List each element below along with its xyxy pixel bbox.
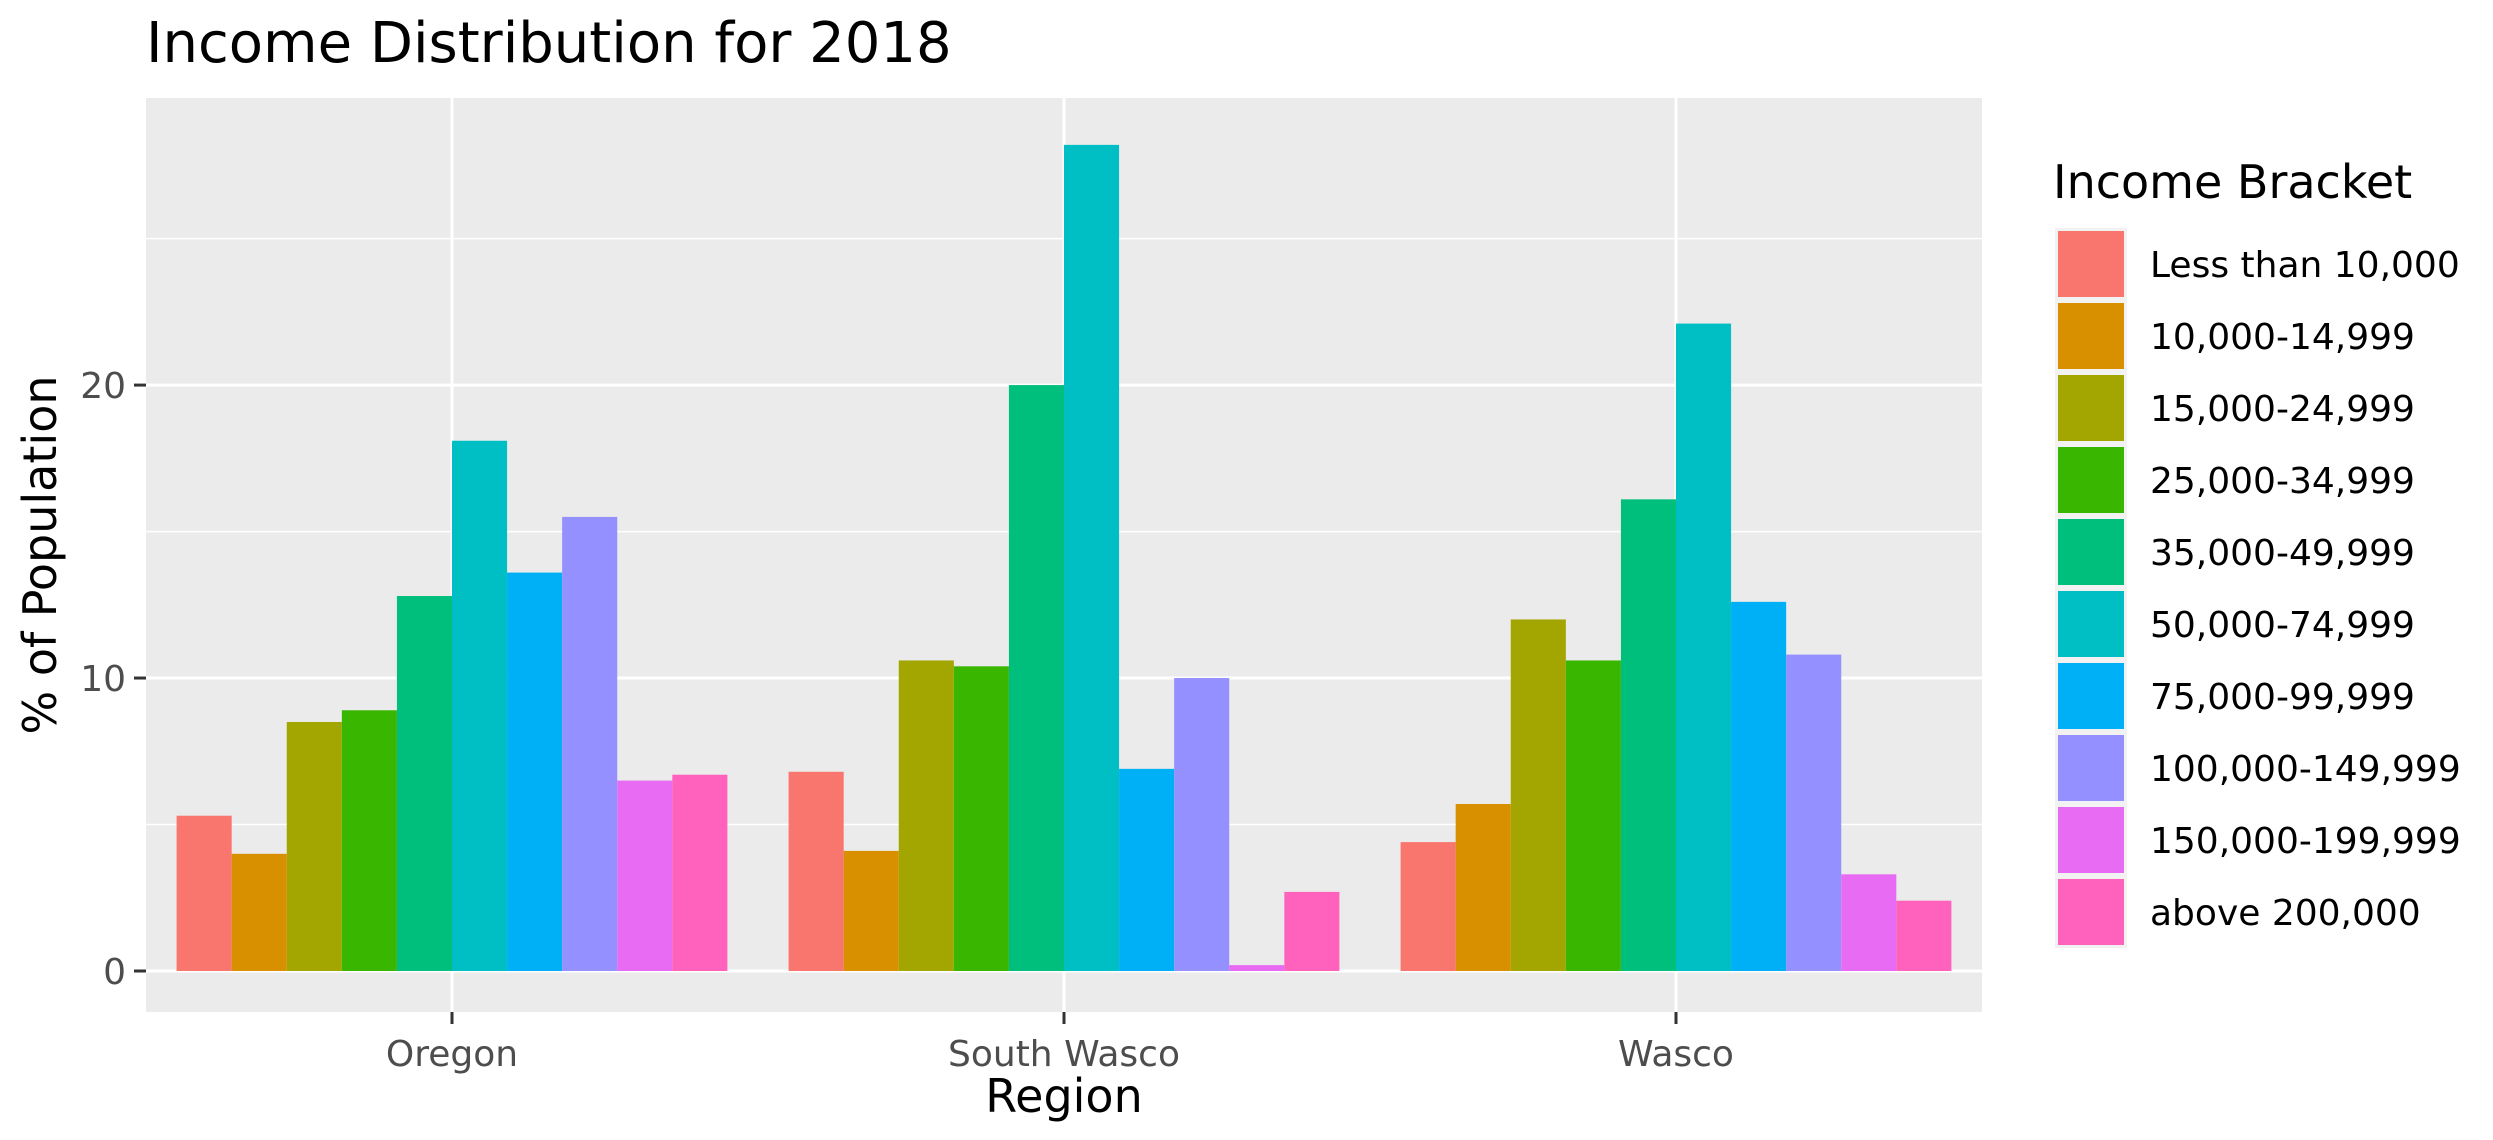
bar [341,710,397,971]
bar [176,815,232,971]
legend-swatch [2058,375,2124,441]
x-tick-label: Oregon [386,1034,518,1075]
legend-label: 100,000-149,999 [2150,749,2461,790]
legend-swatch [2058,879,2124,945]
y-tick-label: 0 [103,952,126,993]
legend-label: 15,000-24,999 [2150,389,2415,430]
bar [1620,499,1676,971]
y-tick-label: 10 [80,659,126,700]
legend-swatch [2058,447,2124,513]
legend-swatch [2058,663,2124,729]
x-axis: Oregon South Wasco Wasco [386,1012,1734,1075]
bar [1064,144,1120,971]
legend-swatch [2058,303,2124,369]
legend-swatch [2058,231,2124,297]
legend-label: 10,000-14,999 [2150,317,2415,358]
bar [231,853,287,971]
legend-swatch [2058,591,2124,657]
bar [953,666,1009,971]
legend-label: 25,000-34,999 [2150,461,2415,502]
bar [1229,965,1285,971]
bar [843,850,899,971]
legend-swatch [2058,735,2124,801]
bar [1119,768,1175,971]
y-axis-title: % of Population [13,376,67,735]
bar [1400,842,1456,971]
legend-label: 50,000-74,999 [2150,605,2415,646]
x-axis-title: Region [985,1069,1142,1123]
bar [1786,654,1842,971]
bar [1455,804,1511,971]
legend-label: 75,000-99,999 [2150,677,2415,718]
legend-label: 35,000-49,999 [2150,533,2415,574]
bar [1008,385,1064,971]
bars [176,144,1952,971]
legend-label: 150,000-199,999 [2150,821,2461,862]
bar [1841,874,1897,971]
x-tick-label: South Wasco [948,1034,1180,1075]
bar [562,516,618,971]
bar [788,771,844,971]
bar [286,721,342,971]
legend-swatch [2058,807,2124,873]
bar [1284,891,1340,971]
legend-label: Less than 10,000 [2150,245,2460,286]
y-axis: 0 10 20 [80,366,146,993]
legend-title: Income Bracket [2053,155,2412,209]
bar [1676,323,1732,971]
bar [507,572,563,971]
legend: Income Bracket Less than 10,000 10,000-14… [2053,155,2461,948]
bar [898,660,954,971]
legend-swatch [2058,519,2124,585]
bar [1510,619,1566,971]
bar [452,440,508,971]
bar [1731,601,1787,971]
x-tick-label: Wasco [1618,1034,1734,1075]
chart-title: Income Distribution for 2018 [146,11,952,76]
bar [672,774,728,971]
bar [617,780,673,971]
y-tick-label: 20 [80,366,126,407]
bar [1174,678,1230,971]
bar [1565,660,1621,971]
legend-label: above 200,000 [2150,893,2421,934]
bar [396,596,452,971]
bar [1896,900,1952,971]
